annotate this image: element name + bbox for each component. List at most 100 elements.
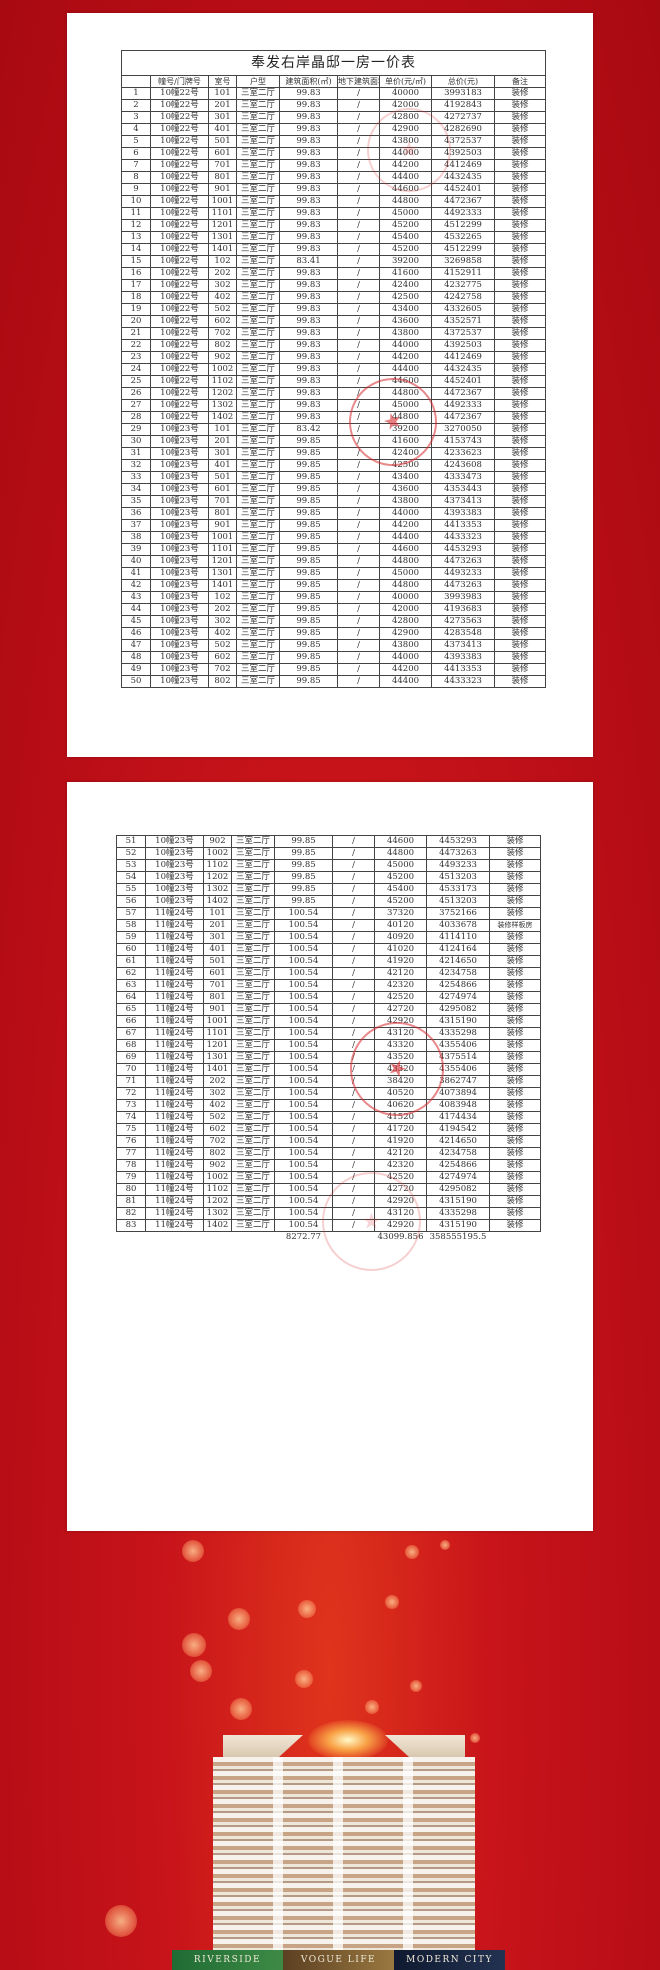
room-number: 1102 <box>203 859 232 872</box>
remark: 装修 <box>493 483 547 496</box>
table-row: 18 10幢22号 402 三室二厅 99.83/42500 4242758 装修 <box>121 291 547 304</box>
total-price: 4372537 <box>431 327 495 340</box>
table-row: 26 10幢22号 1202 三室二厅 99.83/44800 4472367 装修 <box>121 387 547 400</box>
room-number: 702 <box>208 327 237 340</box>
table-row: 8 10幢22号 801 三室二厅 99.83/44400 4432435 装修 <box>121 171 547 184</box>
building-number: 10幢23号 <box>150 507 209 520</box>
room-number: 1302 <box>208 399 237 412</box>
room-number: 401 <box>203 943 232 956</box>
table-row: 11 10幢22号 1101 三室二厅 99.83/45000 4492333 装修 <box>121 207 547 220</box>
floor-area: 99.85 <box>279 567 338 580</box>
table-row: 1 10幢22号 101 三室二厅 99.83/40000 3993183 装修 <box>121 87 547 100</box>
table-row: 20 10幢22号 602 三室二厅 99.83/43600 4352571 装修 <box>121 315 547 328</box>
room-number: 202 <box>208 603 237 616</box>
floor-area: 100.54 <box>274 1027 333 1040</box>
table-row: 57 11幢24号 101 三室二厅 100.54/37320 3752166 装修 <box>116 907 541 920</box>
total-price: 4234758 <box>426 967 490 980</box>
row-number: 41 <box>121 567 151 580</box>
column-header <box>121 75 151 88</box>
layout: 三室二厅 <box>236 255 280 268</box>
layout: 三室二厅 <box>236 399 280 412</box>
floor-area: 99.83 <box>279 267 338 280</box>
room-number: 1101 <box>208 207 237 220</box>
table-row: 51 10幢23号 902 三室二厅 99.85/44600 4453293 装修 <box>116 835 541 848</box>
underground-area: / <box>337 291 380 304</box>
table-row: 22 10幢22号 802 三室二厅 99.83/44000 4392503 装修 <box>121 339 547 352</box>
floor-area: 99.83 <box>279 327 338 340</box>
floor-area: 99.83 <box>279 339 338 352</box>
floor-area: 100.54 <box>274 919 333 932</box>
underground-area: / <box>337 591 380 604</box>
layout: 三室二厅 <box>231 943 275 956</box>
underground-area: / <box>337 267 380 280</box>
remark: 装修 <box>493 387 547 400</box>
row-number: 3 <box>121 111 151 124</box>
room-number: 1101 <box>208 543 237 556</box>
unit-price: 44400 <box>379 171 432 184</box>
room-number: 1102 <box>203 1183 232 1196</box>
unit-price: 44000 <box>379 147 432 160</box>
building-number: 10幢23号 <box>150 651 209 664</box>
building-number: 10幢23号 <box>150 423 209 436</box>
building-number: 10幢22号 <box>150 195 209 208</box>
row-number: 54 <box>116 871 146 884</box>
table-row: 63 11幢24号 701 三室二厅 100.54/42320 4254866 装修 <box>116 979 541 992</box>
building-number: 10幢22号 <box>150 183 209 196</box>
row-number: 52 <box>116 847 146 860</box>
total-price: 3269858 <box>431 255 495 268</box>
floor-area: 100.54 <box>274 1159 333 1172</box>
layout: 三室二厅 <box>231 979 275 992</box>
total-price: 4282690 <box>431 123 495 136</box>
room-number: 902 <box>203 835 232 848</box>
building-number: 10幢23号 <box>145 835 204 848</box>
table-row: 12 10幢22号 1201 三室二厅 99.83/45200 4512299 装修 <box>121 219 547 232</box>
price-table-page-1: 奉发右岸晶邸一房一价表 幢号/门牌号室号户型建筑面积(㎡)地下建筑面积(㎡)单价… <box>120 50 547 688</box>
table-row: 53 10幢23号 1102 三室二厅 99.85/45000 4493233 装修 <box>116 859 541 872</box>
room-number: 201 <box>203 919 232 932</box>
room-number: 402 <box>208 627 237 640</box>
floor-area: 99.85 <box>279 663 338 676</box>
table-row: 46 10幢23号 402 三室二厅 99.85/42900 4283548 装修 <box>121 627 547 640</box>
table-row: 35 10幢23号 701 三室二厅 99.85/43800 4373413 装修 <box>121 495 547 508</box>
building-number: 11幢24号 <box>145 1015 204 1028</box>
layout: 三室二厅 <box>236 435 280 448</box>
total-price: 4193683 <box>431 603 495 616</box>
layout: 三室二厅 <box>236 519 280 532</box>
row-number: 65 <box>116 1003 146 1016</box>
average-unit-price: 43099.856 <box>377 1232 424 1242</box>
remark: 装修 <box>489 943 541 956</box>
column-header: 地下建筑面积(㎡) <box>337 75 380 88</box>
underground-area: / <box>337 483 380 496</box>
underground-area: / <box>337 663 380 676</box>
floor-area: 99.85 <box>279 639 338 652</box>
totals-row: 8272.77 43099.856 358555195.5 <box>117 1232 541 1244</box>
remark: 装修 <box>489 931 541 944</box>
building-number: 10幢22号 <box>150 399 209 412</box>
table-row: 9 10幢22号 901 三室二厅 99.83/44600 4452401 装修 <box>121 183 547 196</box>
layout: 三室二厅 <box>231 1183 275 1196</box>
table-row: 52 10幢23号 1002 三室二厅 99.85/44800 4473263 装修 <box>116 847 541 860</box>
remark: 装修 <box>493 519 547 532</box>
column-header: 户型 <box>236 75 280 88</box>
price-list-page-1: 奉发右岸晶邸一房一价表 幢号/门牌号室号户型建筑面积(㎡)地下建筑面积(㎡)单价… <box>67 13 593 757</box>
total-price: 4333473 <box>431 471 495 484</box>
floor-area: 99.85 <box>274 871 333 884</box>
building-number: 11幢24号 <box>145 1003 204 1016</box>
unit-price: 43320 <box>374 1039 427 1052</box>
table-row: 54 10幢23号 1202 三室二厅 99.85/45200 4513203 装修 <box>116 871 541 884</box>
room-number: 1301 <box>203 1051 232 1064</box>
room-number: 1402 <box>208 411 237 424</box>
table-row: 23 10幢22号 902 三室二厅 99.83/44200 4412469 装修 <box>121 351 547 364</box>
remark: 装修 <box>493 411 547 424</box>
total-price: 4214650 <box>426 1135 490 1148</box>
room-number: 601 <box>208 147 237 160</box>
total-price: 4335298 <box>426 1207 490 1220</box>
row-number: 36 <box>121 507 151 520</box>
building-number: 10幢23号 <box>150 615 209 628</box>
table-row: 77 11幢24号 802 三室二厅 100.54/42120 4234758 装修 <box>116 1147 541 1160</box>
room-number: 1202 <box>208 387 237 400</box>
unit-price: 43400 <box>379 303 432 316</box>
room-number: 502 <box>208 303 237 316</box>
floor-area: 99.83 <box>279 375 338 388</box>
unit-price: 42400 <box>379 279 432 292</box>
